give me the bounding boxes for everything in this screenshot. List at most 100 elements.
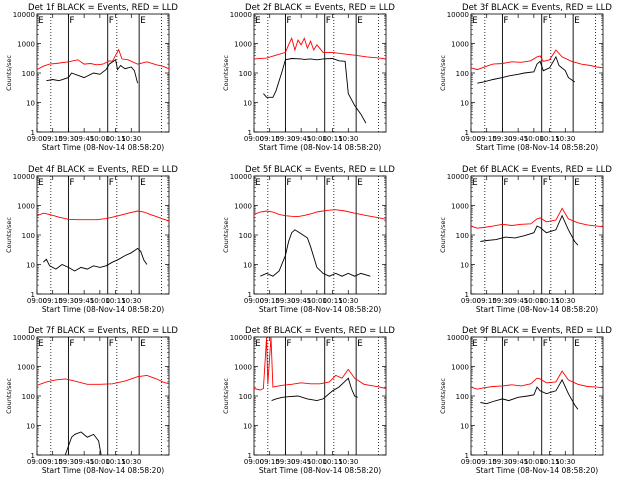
x-tick-label: 09:30 <box>492 297 512 305</box>
y-axis-label: Counts/sec <box>439 378 447 414</box>
marker-letter: E <box>472 178 478 188</box>
y-tick-label: 10 <box>26 423 35 431</box>
marker-letter: F <box>109 16 114 26</box>
panel-1: Det 1f BLACK = Events, RED = LLD 1 10 100 10… <box>5 3 178 152</box>
x-tick-label: 09:45 <box>74 297 94 305</box>
x-axis-label: Start Time (08-Nov-14 08:58:20) <box>42 143 164 152</box>
y-axis-label: Counts/sec <box>5 217 13 253</box>
plot-frame <box>253 336 387 456</box>
plot-frame <box>470 336 604 456</box>
y-tick-label: 10000 <box>447 11 469 19</box>
x-tick-label: 10:15 <box>105 458 125 466</box>
x-tick-label: 10:30 <box>555 458 575 466</box>
marker-letter: F <box>326 16 331 26</box>
y-tick-label: 100 <box>239 393 252 401</box>
x-tick-label: 09:00 <box>244 297 264 305</box>
lld-series-line <box>37 48 169 70</box>
x-tick-label: 09:30 <box>58 297 78 305</box>
x-tick-label: 09:45 <box>291 135 311 143</box>
panel-4: Det 4f BLACK = Events, RED = LLD 1 10 100 10… <box>5 165 178 314</box>
y-tick-label: 1 <box>31 452 35 460</box>
panel-title: Det 9f BLACK = Events, RED = LLD <box>462 326 612 336</box>
plot-frame <box>253 175 387 295</box>
panel-title: Det 2f BLACK = Events, RED = LLD <box>245 3 395 13</box>
y-tick-label: 10000 <box>13 334 35 342</box>
x-tick-label: 10:15 <box>322 135 342 143</box>
x-axis-label: Start Time (08-Nov-14 08:58:20) <box>259 143 381 152</box>
y-tick-label: 10000 <box>447 173 469 181</box>
x-tick-label: 10:00 <box>90 297 110 305</box>
lld-series-line <box>254 37 386 60</box>
y-tick-label: 1000 <box>234 364 252 372</box>
y-tick-label: 10000 <box>230 334 252 342</box>
x-axis-label: Start Time (08-Nov-14 08:58:20) <box>42 305 164 314</box>
x-tick-label: 10:00 <box>307 297 327 305</box>
x-tick-label: 09:15 <box>260 458 280 466</box>
x-tick-label: 10:15 <box>322 297 342 305</box>
x-tick-label: 09:30 <box>275 458 295 466</box>
panel-title: Det 7f BLACK = Events, RED = LLD <box>28 326 178 336</box>
y-tick-label: 10000 <box>13 173 35 181</box>
events-series-line <box>42 247 148 272</box>
y-tick-label: 10 <box>26 100 35 108</box>
marker-letter: E <box>472 339 478 349</box>
marker-letter: E <box>255 16 261 26</box>
x-tick-label: 10:30 <box>338 458 358 466</box>
y-tick-label: 10 <box>243 423 252 431</box>
marker-letter: F <box>543 16 548 26</box>
x-tick-label: 10:00 <box>524 297 544 305</box>
panel-title: Det 5f BLACK = Events, RED = LLD <box>245 165 395 175</box>
plot-frame <box>36 336 170 456</box>
x-axis-label: Start Time (08-Nov-14 08:58:20) <box>259 305 381 314</box>
y-tick-label: 1000 <box>234 41 252 49</box>
x-tick-label: 09:00 <box>27 458 47 466</box>
y-tick-label: 10 <box>243 100 252 108</box>
y-tick-label: 1000 <box>451 364 469 372</box>
x-tick-label: 10:15 <box>105 135 125 143</box>
panel-title: Det 3f BLACK = Events, RED = LLD <box>462 3 612 13</box>
panel-title: Det 4f BLACK = Events, RED = LLD <box>28 165 178 175</box>
x-tick-label: 10:00 <box>307 135 327 143</box>
y-tick-label: 1 <box>465 452 469 460</box>
marker-letter: E <box>574 178 580 188</box>
marker-letter: E <box>574 16 580 26</box>
lld-series-line <box>471 49 603 71</box>
y-tick-label: 1000 <box>234 203 252 211</box>
y-tick-label: 1000 <box>451 203 469 211</box>
plot-frame <box>253 13 387 133</box>
lld-series-line <box>471 370 603 390</box>
panel-3: Det 3f BLACK = Events, RED = LLD 1 10 100 10… <box>439 3 612 152</box>
plot-frame <box>36 175 170 295</box>
x-tick-label: 10:00 <box>90 135 110 143</box>
panel-title: Det 6f BLACK = Events, RED = LLD <box>462 165 612 175</box>
marker-letter: E <box>38 339 44 349</box>
x-tick-label: 09:15 <box>43 458 63 466</box>
marker-letter: F <box>286 16 291 26</box>
events-series-line <box>480 378 579 410</box>
y-axis-label: Counts/sec <box>222 217 230 253</box>
events-series-line <box>477 55 575 84</box>
y-tick-label: 10000 <box>230 173 252 181</box>
marker-letter: F <box>543 339 548 349</box>
x-tick-label: 09:00 <box>461 297 481 305</box>
x-axis-label: Start Time (08-Nov-14 08:58:20) <box>476 466 598 475</box>
x-tick-label: 10:15 <box>322 458 342 466</box>
events-series-line <box>263 58 367 124</box>
x-tick-label: 09:15 <box>260 135 280 143</box>
y-tick-label: 1000 <box>17 364 35 372</box>
marker-letter: F <box>69 16 74 26</box>
marker-letter: F <box>286 178 291 188</box>
events-series-line <box>64 431 102 455</box>
x-tick-label: 10:15 <box>539 297 559 305</box>
x-tick-label: 10:00 <box>524 135 544 143</box>
x-tick-label: 09:00 <box>461 458 481 466</box>
y-axis-label: Counts/sec <box>222 55 230 91</box>
x-axis-label: Start Time (08-Nov-14 08:58:20) <box>42 466 164 475</box>
lld-series-line <box>254 209 386 220</box>
y-tick-label: 1 <box>465 291 469 299</box>
marker-letter: E <box>255 178 261 188</box>
y-tick-label: 100 <box>22 70 35 78</box>
y-tick-label: 10 <box>460 423 469 431</box>
x-tick-label: 10:15 <box>105 297 125 305</box>
y-tick-label: 1 <box>248 291 252 299</box>
